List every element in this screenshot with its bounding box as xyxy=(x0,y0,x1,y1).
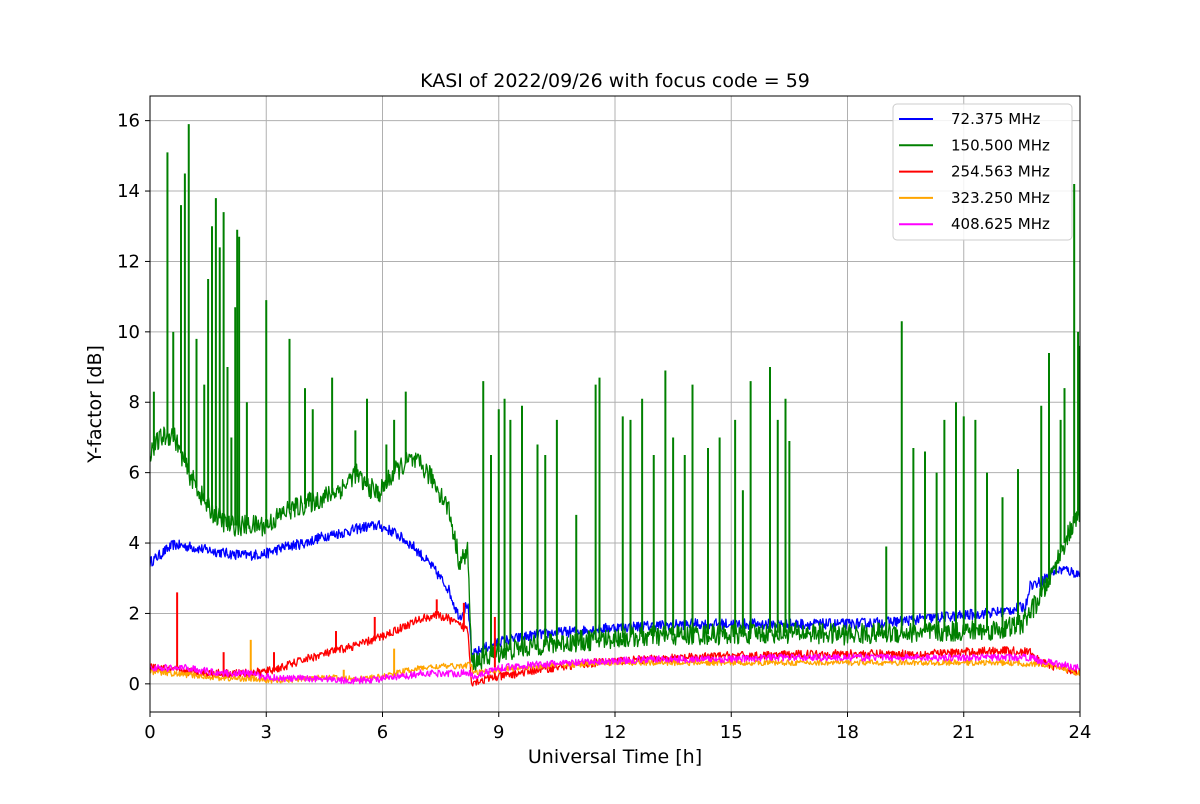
x-tick-label: 24 xyxy=(1069,722,1092,743)
y-tick-label: 16 xyxy=(117,111,140,132)
plot-area xyxy=(150,124,1080,687)
x-tick-label: 3 xyxy=(261,722,272,743)
x-tick-label: 18 xyxy=(836,722,859,743)
y-tick-label: 4 xyxy=(129,533,140,554)
series-150-500-mhz xyxy=(150,124,1080,672)
y-tick-label: 12 xyxy=(117,251,140,272)
chart-title: KASI of 2022/09/26 with focus code = 59 xyxy=(420,70,810,92)
y-tick-label: 6 xyxy=(129,463,140,484)
x-tick-label: 15 xyxy=(720,722,743,743)
legend-label: 150.500 MHz xyxy=(951,136,1050,154)
series-408-625-mhz xyxy=(150,653,1080,685)
y-axis-title: Y-factor [dB] xyxy=(84,345,106,464)
y-tick-label: 8 xyxy=(129,392,140,413)
series-408-625-mhz-line xyxy=(150,653,1080,685)
x-axis-title: Universal Time [h] xyxy=(528,746,702,768)
series-254-563-mhz xyxy=(150,592,1080,687)
series-254-563-mhz-line xyxy=(150,610,1080,687)
y-tick-label: 0 xyxy=(129,674,140,695)
x-tick-label: 0 xyxy=(144,722,155,743)
y-tick-label: 14 xyxy=(117,181,140,202)
x-tick-label: 6 xyxy=(377,722,388,743)
legend-label: 408.625 MHz xyxy=(951,215,1050,233)
y-tick-label: 10 xyxy=(117,322,140,343)
legend-label: 72.375 MHz xyxy=(951,110,1040,128)
x-tick-label: 9 xyxy=(493,722,504,743)
y-tick-label: 2 xyxy=(129,603,140,624)
x-tick-label: 12 xyxy=(604,722,627,743)
legend-box xyxy=(892,103,1073,241)
x-tick-label: 21 xyxy=(952,722,975,743)
legend: 72.375 MHz 150.500 MHz 254.563 MHz 323.250 … xyxy=(892,103,1073,241)
legend-label: 254.563 MHz xyxy=(951,163,1050,181)
legend-label: 323.250 MHz xyxy=(951,189,1050,207)
